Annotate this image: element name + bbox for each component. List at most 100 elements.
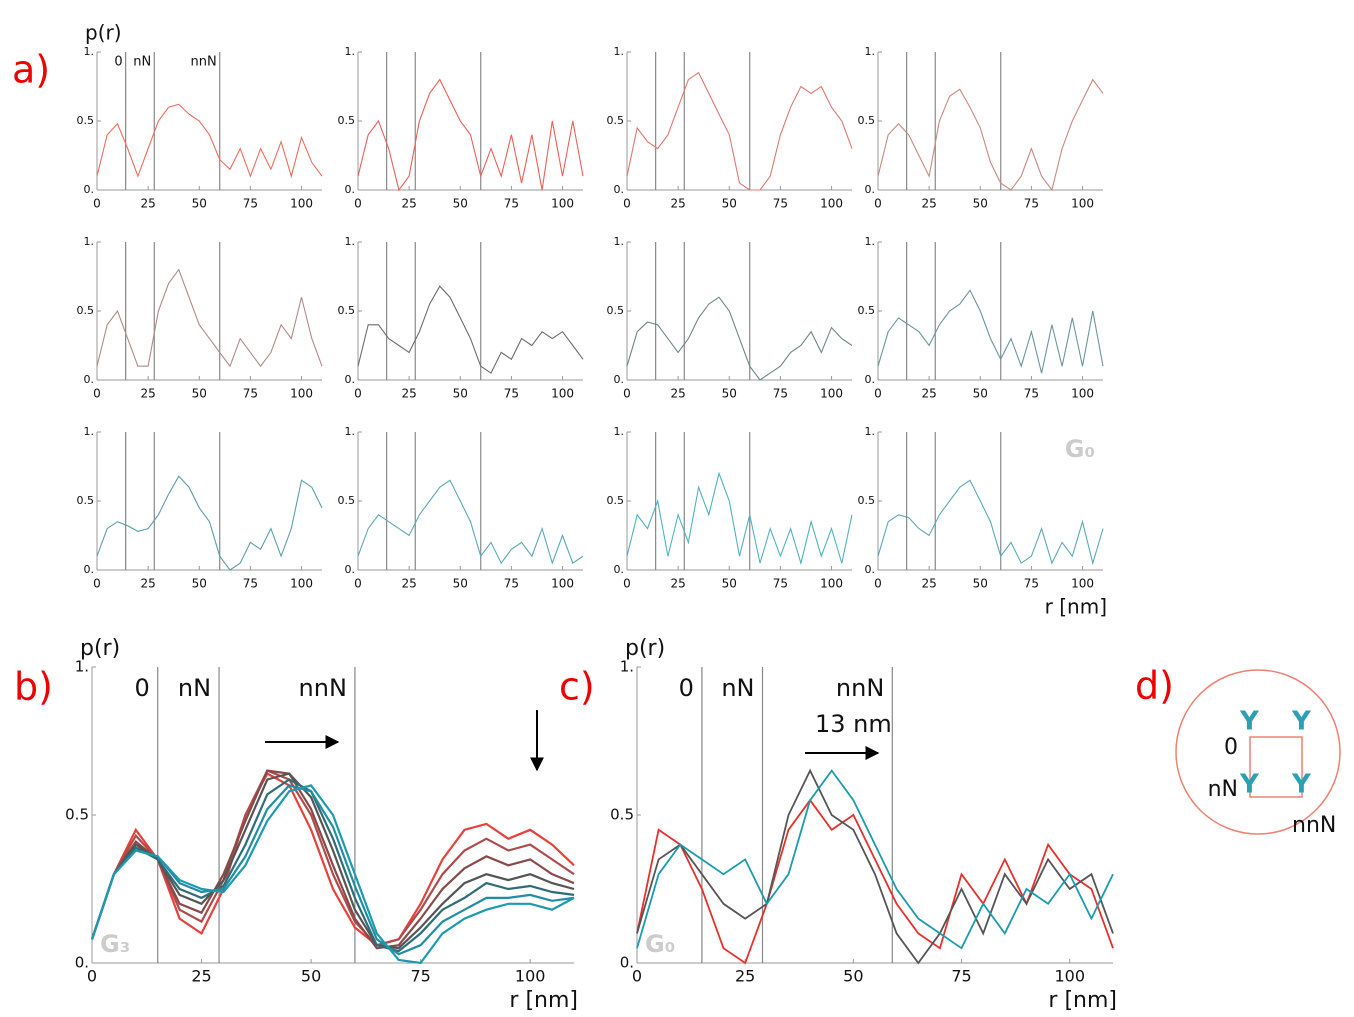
x-tick-label: 0	[93, 387, 101, 401]
y-tick-label: 0.5	[65, 806, 89, 824]
x-tick-label: 25	[140, 197, 155, 211]
x-tick-label: 100	[1071, 387, 1094, 401]
y-tick-label: 0.5	[77, 494, 95, 507]
x-tick-label: 50	[453, 197, 468, 211]
series-line	[626, 296, 853, 381]
diagram-label: nN	[1208, 777, 1238, 802]
y-tick-label: 0.5	[858, 114, 876, 127]
x-tick-label: 100	[290, 577, 313, 591]
x-tick-label: 100	[820, 577, 843, 591]
x-tick-label: 75	[504, 387, 519, 401]
y-tick-label: 1.	[865, 235, 876, 248]
y-tick-label: 0.	[345, 183, 356, 196]
y-tick-label: 0.5	[610, 806, 634, 824]
x-tick-label: 25	[921, 197, 936, 211]
x-tick-label: 50	[722, 387, 737, 401]
arrows	[265, 710, 880, 772]
y-tick-label: 1.	[865, 425, 876, 438]
y-tick-label: 1.	[345, 425, 356, 438]
x-tick-label: 0	[87, 967, 97, 986]
x-tick-label: 100	[551, 577, 574, 591]
x-tick-label: 25	[401, 387, 416, 401]
x-tick-label: 75	[504, 577, 519, 591]
x-tick-label: 0	[623, 577, 631, 591]
y-axis-label: p(r)	[625, 636, 665, 661]
annotation: G₀	[1065, 435, 1095, 463]
x-axis-label: r [nm]	[1045, 595, 1107, 619]
y-tick-label: 1.	[620, 658, 634, 676]
x-tick-label: 100	[820, 197, 843, 211]
diagram-label: 0	[1224, 735, 1238, 760]
series-line	[636, 768, 1114, 965]
series-line	[90, 769, 575, 947]
x-tick-label: 0	[623, 387, 631, 401]
series-line	[90, 772, 575, 950]
x-tick-label: 75	[243, 387, 258, 401]
x-tick-label: 100	[1071, 197, 1094, 211]
y-tick-label: 0.5	[77, 304, 95, 317]
antibody: Y	[1291, 707, 1312, 737]
v-line-label: nnN	[191, 55, 217, 70]
x-tick-label: 75	[951, 967, 971, 986]
y-tick-label: 0.5	[338, 114, 356, 127]
y-tick-label: 1.	[614, 425, 625, 438]
x-tick-label: 25	[921, 387, 936, 401]
x-tick-label: 25	[140, 387, 155, 401]
y-tick-label: 1.	[84, 425, 95, 438]
series-line	[877, 289, 1104, 374]
series-line	[357, 285, 584, 374]
antibodies: Y Y Y Y	[1239, 707, 1312, 800]
y-tick-label: 1.	[84, 45, 95, 58]
panel-label: a)	[12, 48, 50, 92]
y-tick-label: 1.	[84, 235, 95, 248]
series-line	[877, 78, 1104, 192]
series-line	[626, 71, 853, 191]
y-tick-label: 0.	[865, 563, 876, 576]
series-line	[357, 479, 584, 565]
series-line	[90, 784, 575, 956]
y-tick-label: 0.	[865, 183, 876, 196]
y-tick-label: 0.	[75, 954, 89, 972]
x-tick-label: 100	[290, 197, 313, 211]
x-tick-label: 50	[192, 577, 207, 591]
x-tick-label: 0	[354, 197, 362, 211]
panel-label: c)	[559, 665, 595, 709]
x-tick-label: 25	[191, 967, 211, 986]
x-tick-label: 50	[722, 577, 737, 591]
x-tick-label: 0	[874, 387, 882, 401]
x-tick-label: 0	[632, 967, 642, 986]
x-tick-label: 75	[1024, 197, 1039, 211]
v-line-label: nN	[178, 674, 211, 702]
x-tick-label: 25	[401, 197, 416, 211]
series-line	[90, 778, 575, 953]
y-tick-label: 1.	[75, 658, 89, 676]
x-tick-label: 50	[973, 577, 988, 591]
panel-label: b)	[14, 665, 53, 709]
x-tick-label: 50	[453, 387, 468, 401]
x-tick-label: 75	[410, 967, 430, 986]
x-tick-label: 100	[551, 387, 574, 401]
x-tick-label: 0	[623, 197, 631, 211]
panel-label: d)	[1135, 664, 1174, 708]
x-tick-label: 0	[93, 577, 101, 591]
y-tick-label: 0.	[865, 373, 876, 386]
y-tick-label: 0.5	[858, 494, 876, 507]
x-tick-label: 50	[453, 577, 468, 591]
series-line	[636, 798, 1114, 965]
y-tick-label: 0.	[620, 954, 634, 972]
y-tick-label: 1.	[345, 235, 356, 248]
series-line	[96, 103, 323, 179]
series-line	[90, 784, 575, 965]
y-tick-label: 0.5	[338, 494, 356, 507]
x-tick-label: 25	[735, 967, 755, 986]
x-axis-label: r [nm]	[1048, 988, 1117, 1013]
v-line-label: nnN	[836, 674, 884, 702]
annotation: G₀	[645, 930, 675, 958]
x-tick-label: 75	[1024, 577, 1039, 591]
annotation: G₃	[100, 930, 130, 958]
v-line-label: nN	[721, 674, 754, 702]
x-tick-label: 25	[670, 197, 685, 211]
y-tick-label: 0.5	[607, 114, 625, 127]
x-tick-label: 25	[401, 577, 416, 591]
y-axis-label: p(r)	[85, 21, 122, 45]
